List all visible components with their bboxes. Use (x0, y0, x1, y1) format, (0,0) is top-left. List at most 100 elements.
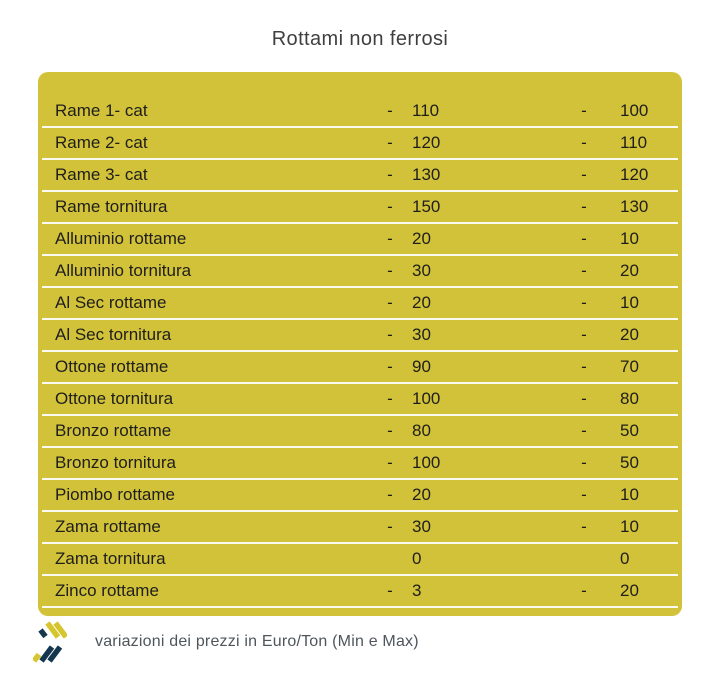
min-value: 20 (412, 485, 431, 504)
max-value: 10 (620, 293, 639, 312)
max-value: 10 (620, 485, 639, 504)
max-sign: - (581, 517, 587, 536)
max-sign: - (581, 325, 587, 344)
max-sign: - (581, 101, 587, 120)
min-value: 30 (412, 325, 431, 344)
min-value: 30 (412, 261, 431, 280)
table-row: Rame tornitura - 150 - 130 (42, 192, 678, 224)
table-row: Rame 3- cat - 130 - 120 (42, 160, 678, 192)
table-row: Zama rottame - 30 - 10 (42, 512, 678, 544)
max-value: 130 (620, 197, 649, 216)
table-row: Bronzo rottame - 80 - 50 (42, 416, 678, 448)
table-row: Piombo rottame - 20 - 10 (42, 480, 678, 512)
min-sign: - (387, 485, 393, 504)
material-label: Bronzo rottame (55, 421, 172, 440)
footer-caption: variazioni dei prezzi in Euro/Ton (Min e… (95, 633, 419, 650)
page-title: Rottami non ferrosi (271, 28, 449, 50)
material-label: Ottone tornitura (55, 389, 174, 408)
min-value: 3 (412, 581, 422, 600)
max-value: 70 (620, 357, 639, 376)
min-sign: - (387, 421, 393, 440)
max-sign: - (581, 197, 587, 216)
min-sign: - (387, 293, 393, 312)
max-value: 50 (620, 421, 639, 440)
min-value: 100 (412, 389, 441, 408)
min-value: 130 (412, 165, 441, 184)
max-value: 120 (620, 165, 649, 184)
max-value: 10 (620, 517, 639, 536)
min-value: 20 (412, 229, 431, 248)
material-label: Alluminio rottame (55, 229, 187, 248)
table-row: Rame 1- cat - 110 - 100 (42, 96, 678, 128)
min-value: 110 (412, 101, 440, 120)
material-label: Alluminio tornitura (55, 261, 192, 280)
min-value: 90 (412, 357, 431, 376)
max-value: 20 (620, 325, 639, 344)
max-value: 110 (620, 133, 648, 152)
max-value: 20 (620, 261, 639, 280)
table-row: Zinco rottame - 3 - 20 (42, 576, 678, 608)
material-label: Al Sec rottame (55, 293, 167, 312)
min-sign: - (387, 261, 393, 280)
min-value: 20 (412, 293, 431, 312)
max-value: 20 (620, 581, 639, 600)
table-row: Alluminio tornitura - 30 - 20 (42, 256, 678, 288)
material-label: Rame 1- cat (55, 101, 148, 120)
max-sign: - (581, 357, 587, 376)
max-value: 0 (620, 549, 630, 568)
table-row: Rame 2- cat - 120 - 110 (42, 128, 678, 160)
min-value: 120 (412, 133, 441, 152)
min-sign: - (387, 581, 393, 600)
min-value: 150 (412, 197, 441, 216)
material-label: Zama rottame (55, 517, 161, 536)
max-sign: - (581, 165, 587, 184)
min-sign: - (387, 229, 393, 248)
min-sign: - (387, 165, 393, 184)
min-value: 80 (412, 421, 431, 440)
min-value: 100 (412, 453, 441, 472)
table-row: Al Sec tornitura - 30 - 20 (42, 320, 678, 352)
min-sign: - (387, 133, 393, 152)
material-label: Zinco rottame (55, 581, 159, 600)
table-row: Zama tornitura 0 0 (42, 544, 678, 576)
max-sign: - (581, 453, 587, 472)
min-sign: - (387, 453, 393, 472)
table-row: Bronzo tornitura - 100 - 50 (42, 448, 678, 480)
footer: variazioni dei prezzi in Euro/Ton (Min e… (33, 618, 419, 666)
material-label: Ottone rottame (55, 357, 169, 376)
min-sign: - (387, 197, 393, 216)
max-sign: - (581, 421, 587, 440)
max-value: 80 (620, 389, 639, 408)
max-sign: - (581, 389, 587, 408)
price-table: Rame 1- cat - 110 - 100 Rame 2- cat - 12… (38, 72, 682, 616)
min-sign: - (387, 517, 393, 536)
logo-icon (33, 621, 67, 663)
max-sign: - (581, 229, 587, 248)
material-label: Bronzo tornitura (55, 453, 176, 472)
max-sign: - (581, 581, 587, 600)
material-label: Al Sec tornitura (55, 325, 172, 344)
table-row: Al Sec rottame - 20 - 10 (42, 288, 678, 320)
max-value: 10 (620, 229, 639, 248)
max-sign: - (581, 133, 587, 152)
max-value: 50 (620, 453, 639, 472)
table-row: Ottone rottame - 90 - 70 (42, 352, 678, 384)
min-value: 30 (412, 517, 431, 536)
min-sign: - (387, 389, 393, 408)
min-sign: - (387, 357, 393, 376)
table-row: Alluminio rottame - 20 - 10 (42, 224, 678, 256)
material-label: Rame 3- cat (55, 165, 148, 184)
material-label: Zama tornitura (55, 549, 166, 568)
max-sign: - (581, 485, 587, 504)
min-sign: - (387, 325, 393, 344)
max-sign: - (581, 293, 587, 312)
max-sign: - (581, 261, 587, 280)
material-label: Rame tornitura (55, 197, 168, 216)
min-sign: - (387, 101, 393, 120)
table-row: Ottone tornitura - 100 - 80 (42, 384, 678, 416)
max-value: 100 (620, 101, 649, 120)
min-value: 0 (412, 549, 422, 568)
material-label: Piombo rottame (55, 485, 175, 504)
material-label: Rame 2- cat (55, 133, 148, 152)
